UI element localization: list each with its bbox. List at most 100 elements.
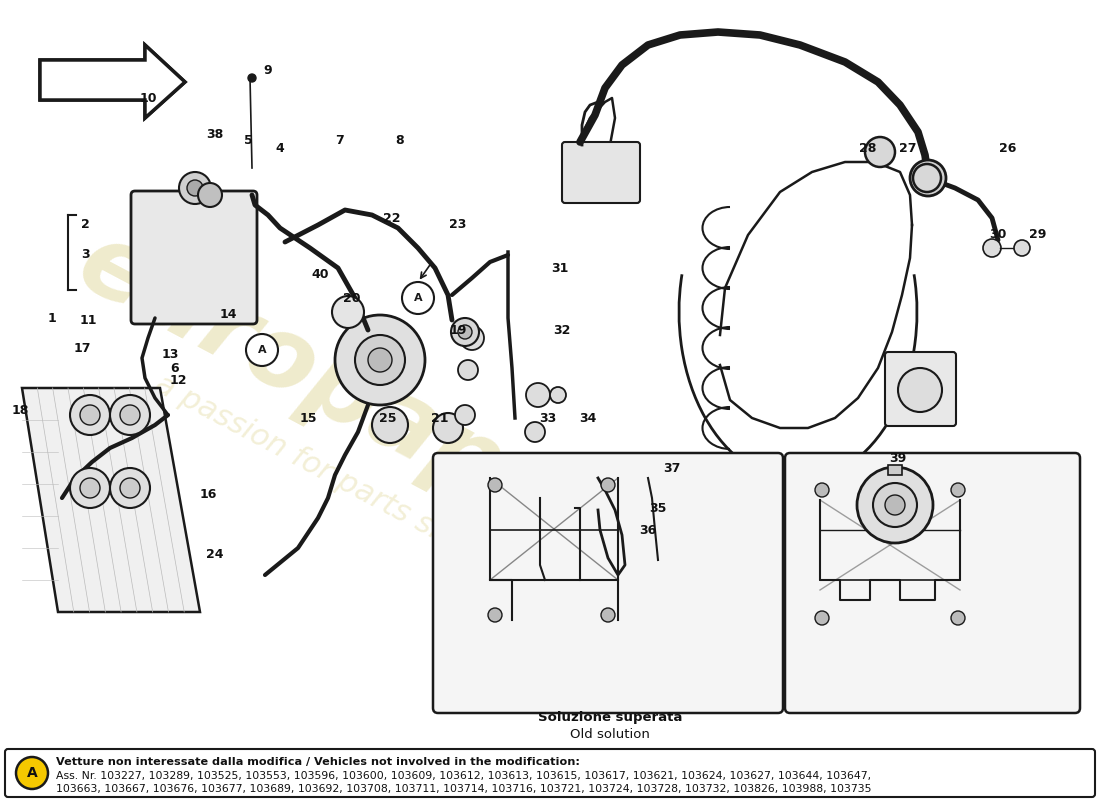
Circle shape: [873, 483, 917, 527]
Circle shape: [913, 164, 940, 192]
Text: 5: 5: [243, 134, 252, 146]
Circle shape: [187, 180, 204, 196]
Text: Vetture non interessate dalla modifica / Vehicles not involved in the modificati: Vetture non interessate dalla modifica /…: [56, 757, 580, 767]
Text: 12: 12: [169, 374, 187, 386]
Circle shape: [952, 611, 965, 625]
Circle shape: [70, 395, 110, 435]
Text: A: A: [257, 345, 266, 355]
Text: 10: 10: [140, 91, 156, 105]
Circle shape: [355, 335, 405, 385]
Circle shape: [815, 483, 829, 497]
Text: 13: 13: [162, 349, 178, 362]
Text: Ass. Nr. 103227, 103289, 103525, 103553, 103596, 103600, 103609, 103612, 103613,: Ass. Nr. 103227, 103289, 103525, 103553,…: [56, 771, 871, 781]
Text: a passion for parts since 1988: a passion for parts since 1988: [150, 369, 570, 611]
Text: 18: 18: [11, 403, 29, 417]
Text: 35: 35: [649, 502, 667, 514]
Text: 1: 1: [47, 311, 56, 325]
Text: 26: 26: [999, 142, 1016, 154]
Circle shape: [198, 183, 222, 207]
Text: 29: 29: [1030, 229, 1047, 242]
Circle shape: [601, 608, 615, 622]
Polygon shape: [40, 45, 185, 118]
Circle shape: [372, 407, 408, 443]
Text: A: A: [414, 293, 422, 303]
Circle shape: [336, 315, 425, 405]
Circle shape: [983, 239, 1001, 257]
FancyBboxPatch shape: [886, 352, 956, 426]
FancyBboxPatch shape: [433, 453, 783, 713]
Circle shape: [248, 74, 256, 82]
Text: 34: 34: [580, 411, 596, 425]
Circle shape: [488, 478, 502, 492]
Circle shape: [898, 368, 942, 412]
Text: 32: 32: [553, 323, 571, 337]
Circle shape: [857, 467, 933, 543]
Text: europaparts: europaparts: [62, 214, 718, 626]
Text: Old solution: Old solution: [570, 729, 650, 742]
Text: Soluzione superata: Soluzione superata: [538, 711, 682, 725]
Text: 19: 19: [449, 323, 466, 337]
Text: 2: 2: [80, 218, 89, 231]
Text: 40: 40: [311, 269, 329, 282]
Circle shape: [16, 757, 48, 789]
Text: 39: 39: [890, 451, 906, 465]
Text: 21: 21: [431, 411, 449, 425]
Circle shape: [815, 611, 829, 625]
Text: 103663, 103667, 103676, 103677, 103689, 103692, 103708, 103711, 103714, 103716, : 103663, 103667, 103676, 103677, 103689, …: [56, 784, 871, 794]
Circle shape: [451, 318, 478, 346]
Polygon shape: [22, 388, 200, 612]
Circle shape: [110, 468, 150, 508]
Text: 37: 37: [663, 462, 681, 474]
Circle shape: [910, 160, 946, 196]
Circle shape: [402, 282, 434, 314]
Text: 31: 31: [551, 262, 569, 274]
Text: 3: 3: [80, 249, 89, 262]
Text: A: A: [26, 766, 37, 780]
Circle shape: [526, 383, 550, 407]
Circle shape: [458, 360, 478, 380]
FancyBboxPatch shape: [131, 191, 257, 324]
Text: 15: 15: [299, 411, 317, 425]
Text: 33: 33: [539, 411, 557, 425]
Circle shape: [120, 405, 140, 425]
Text: 25: 25: [379, 411, 397, 425]
Circle shape: [70, 468, 110, 508]
FancyBboxPatch shape: [6, 749, 1094, 797]
Circle shape: [886, 495, 905, 515]
FancyBboxPatch shape: [785, 453, 1080, 713]
Text: 9: 9: [264, 63, 273, 77]
Text: 17: 17: [74, 342, 90, 354]
Text: 14: 14: [219, 309, 236, 322]
Text: 8: 8: [396, 134, 405, 146]
Circle shape: [525, 422, 544, 442]
Circle shape: [455, 405, 475, 425]
Circle shape: [80, 478, 100, 498]
Text: 6: 6: [170, 362, 179, 374]
Text: 38: 38: [207, 129, 223, 142]
Text: 11: 11: [79, 314, 97, 326]
FancyBboxPatch shape: [562, 142, 640, 203]
Text: 30: 30: [989, 229, 1006, 242]
Text: 7: 7: [336, 134, 344, 146]
Text: 20: 20: [343, 291, 361, 305]
Text: 24: 24: [207, 549, 223, 562]
Bar: [888, 465, 902, 475]
Circle shape: [458, 325, 472, 339]
Circle shape: [433, 413, 463, 443]
Polygon shape: [40, 45, 185, 118]
Circle shape: [865, 137, 895, 167]
Circle shape: [460, 326, 484, 350]
Text: 22: 22: [383, 211, 400, 225]
Circle shape: [179, 172, 211, 204]
Circle shape: [332, 296, 364, 328]
Circle shape: [120, 478, 140, 498]
Text: 36: 36: [639, 523, 657, 537]
Circle shape: [601, 478, 615, 492]
Text: 23: 23: [449, 218, 466, 231]
Circle shape: [246, 334, 278, 366]
Text: 28: 28: [859, 142, 877, 154]
Circle shape: [952, 483, 965, 497]
Text: 4: 4: [276, 142, 285, 154]
Text: 27: 27: [900, 142, 916, 154]
Circle shape: [368, 348, 392, 372]
